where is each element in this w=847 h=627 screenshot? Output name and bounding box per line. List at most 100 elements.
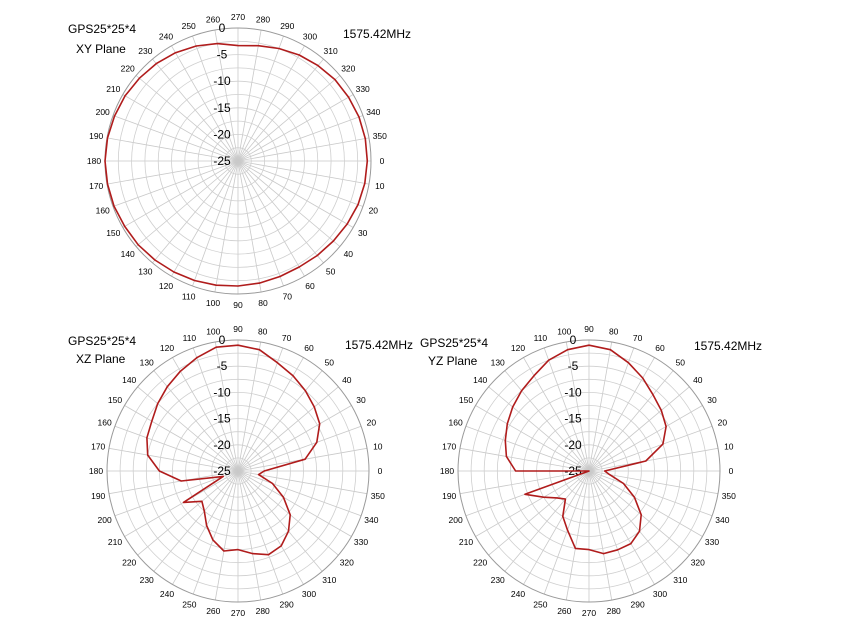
- angle-tick-label: 230: [140, 575, 154, 585]
- data-point: [279, 275, 281, 278]
- data-point: [271, 482, 274, 485]
- angle-tick-label: 80: [609, 326, 619, 336]
- data-point: [179, 370, 181, 372]
- angle-tick-label: 90: [233, 324, 243, 334]
- angle-tick-label: 140: [122, 375, 136, 385]
- angle-tick-label: 160: [98, 418, 112, 428]
- data-point: [154, 259, 156, 261]
- angle-tick-label: 20: [718, 418, 728, 428]
- grid-ring: [131, 54, 345, 268]
- angle-tick-label: 240: [159, 32, 173, 42]
- radial-tick-label: 0: [219, 333, 226, 347]
- data-point: [113, 115, 116, 117]
- angle-tick-label: 350: [373, 131, 387, 141]
- data-point: [138, 77, 140, 79]
- data-point: [588, 549, 590, 551]
- radial-tick-label: -20: [564, 438, 582, 452]
- data-point: [319, 423, 321, 425]
- data-point: [106, 137, 109, 139]
- angle-tick-label: 250: [182, 600, 196, 610]
- angle-tick-label: 10: [724, 442, 734, 452]
- data-point: [638, 530, 641, 532]
- angle-tick-label: 0: [380, 156, 385, 166]
- angle-tick-label: 140: [121, 249, 135, 259]
- grid-ring: [172, 405, 304, 537]
- data-point: [166, 386, 168, 388]
- grid-ring: [171, 94, 305, 228]
- data-point: [533, 375, 535, 377]
- data-point: [258, 349, 260, 351]
- angle-tick-label: 260: [557, 606, 571, 616]
- angle-tick-label: 20: [369, 206, 379, 216]
- angle-tick-label: 340: [364, 515, 378, 525]
- angle-tick-label: 220: [473, 558, 487, 568]
- data-point: [287, 530, 290, 532]
- data-point: [640, 514, 642, 516]
- angle-tick-label: 340: [715, 515, 729, 525]
- data-point: [652, 394, 654, 396]
- data-point: [348, 96, 350, 98]
- data-point: [237, 549, 239, 551]
- data-point: [201, 500, 203, 502]
- angle-tick-label: 100: [206, 326, 220, 336]
- data-point: [316, 441, 318, 443]
- radial-tick-label: -5: [568, 359, 579, 373]
- angle-tick-label: 0: [378, 466, 383, 476]
- angle-tick-label: 40: [693, 375, 703, 385]
- data-point: [515, 470, 517, 472]
- angle-tick-label: 350: [371, 491, 385, 501]
- data-point: [282, 496, 284, 498]
- angle-tick-label: 190: [89, 131, 103, 141]
- data-point: [609, 474, 611, 476]
- angle-tick-label: 160: [96, 206, 110, 216]
- angle-tick-label: 220: [122, 558, 136, 568]
- angle-tick-label: 330: [354, 537, 368, 547]
- angle-tick-label: 200: [98, 515, 112, 525]
- angle-tick-label: 70: [282, 333, 292, 343]
- angle-tick-label: 30: [358, 228, 368, 238]
- angle-tick-label: 70: [283, 292, 293, 302]
- angle-tick-label: 220: [121, 64, 135, 74]
- data-point: [622, 482, 625, 485]
- data-point: [524, 493, 526, 495]
- angle-tick-label: 10: [375, 181, 385, 191]
- grid-ring: [117, 40, 359, 282]
- grid-ring: [210, 133, 265, 188]
- angle-tick-label: 80: [258, 326, 268, 336]
- radial-tick-label: -10: [564, 385, 582, 399]
- data-point: [212, 539, 214, 541]
- data-point: [564, 498, 567, 500]
- angle-tick-label: 20: [367, 418, 377, 428]
- angle-tick-label: 270: [231, 12, 245, 22]
- angle-tick-label: 300: [303, 32, 317, 42]
- grid-ring: [119, 352, 357, 590]
- radial-tick-label: -15: [213, 101, 231, 115]
- radial-tick-label: -25: [213, 154, 231, 168]
- data-point: [566, 529, 569, 531]
- angle-tick-label: 290: [631, 600, 645, 610]
- angle-tick-label: 50: [326, 267, 336, 277]
- angle-tick-label: 300: [653, 589, 667, 599]
- data-point: [203, 510, 205, 512]
- chart-title: GPS25*25*4: [68, 22, 136, 36]
- data-point: [504, 439, 506, 442]
- angle-tick-label: 40: [344, 249, 354, 259]
- radial-tick-label: -5: [217, 359, 228, 373]
- angle-tick-label: 320: [341, 64, 355, 74]
- angle-tick-label: 350: [722, 491, 736, 501]
- data-point: [174, 52, 177, 54]
- chart-title: GPS25*25*4: [68, 334, 136, 348]
- data-point: [278, 47, 280, 50]
- angle-tick-label: 110: [534, 333, 548, 343]
- data-point: [237, 45, 239, 47]
- radial-tick-label: -10: [213, 385, 231, 399]
- chart-subtitle: XZ Plane: [76, 352, 126, 366]
- data-point: [604, 470, 606, 472]
- data-point: [304, 458, 306, 460]
- data-point: [512, 406, 514, 408]
- data-point: [630, 543, 632, 545]
- data-point: [642, 377, 644, 379]
- grid-ring: [132, 365, 344, 577]
- data-point: [633, 496, 636, 498]
- data-point: [358, 116, 360, 118]
